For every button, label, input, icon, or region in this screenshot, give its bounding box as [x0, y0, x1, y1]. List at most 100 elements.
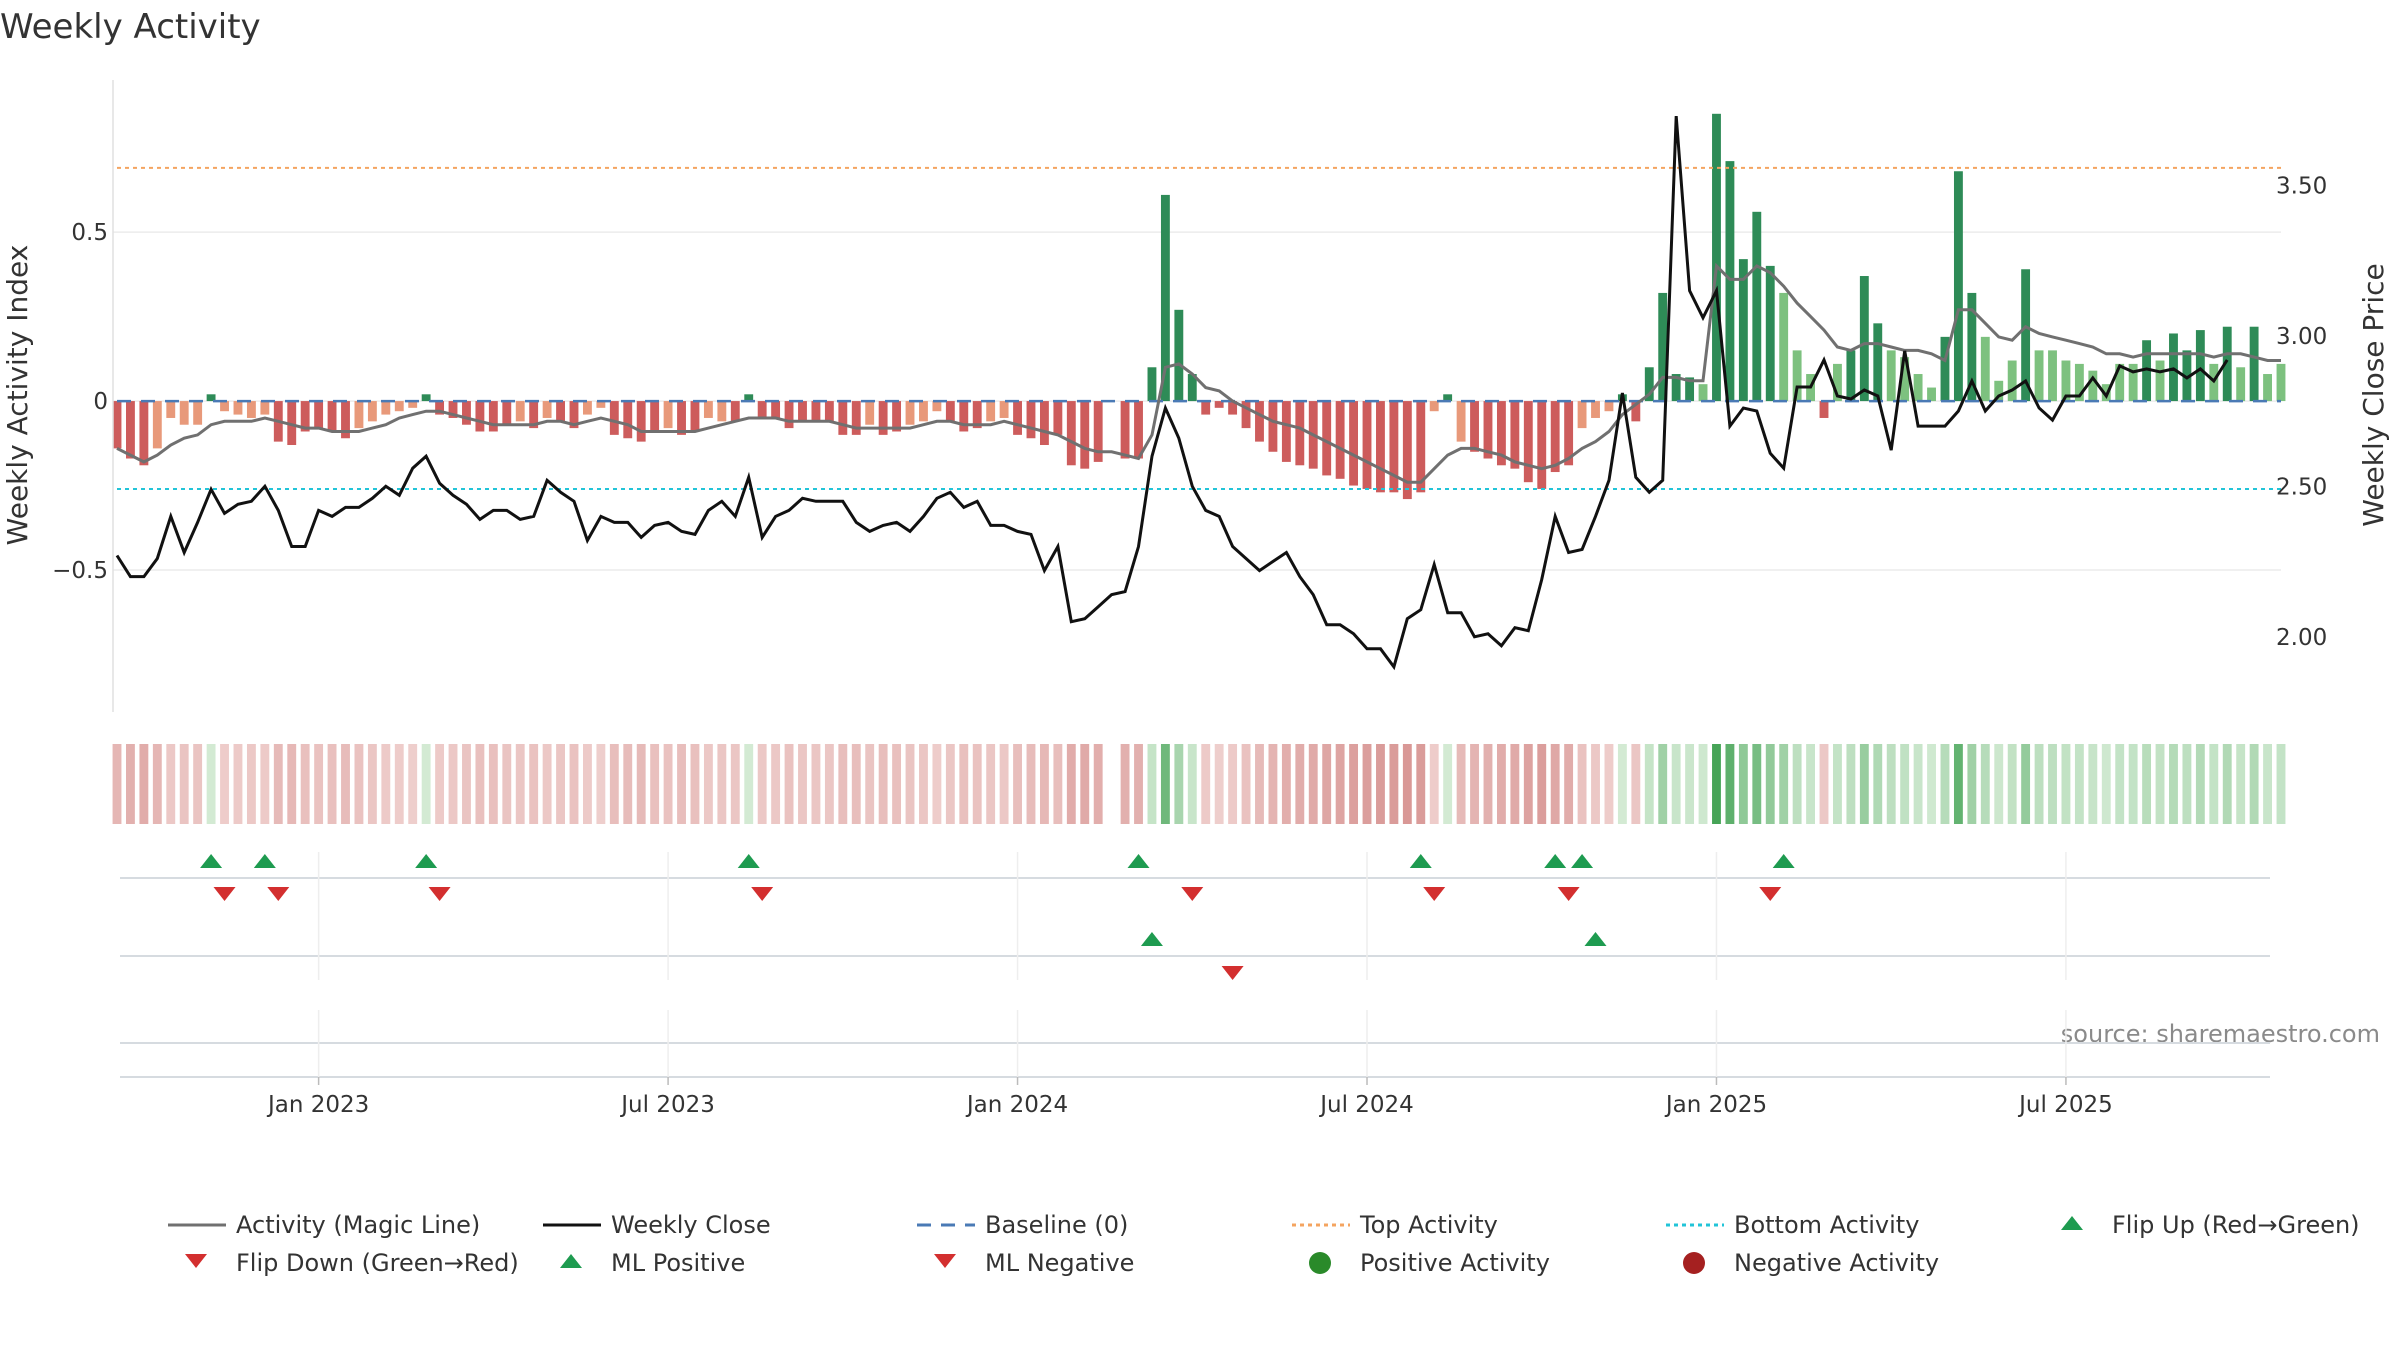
legend-label-10: Negative Activity — [1734, 1249, 1939, 1277]
heat-cell-136 — [1940, 744, 1950, 824]
activity-bar-123 — [1765, 265, 1775, 402]
activity-bar-15 — [314, 401, 324, 429]
heat-cell-23 — [421, 744, 431, 824]
legend-label-2: Baseline (0) — [985, 1211, 1128, 1239]
series-lines — [115, 115, 2281, 671]
heat-cell-40 — [650, 744, 660, 824]
heat-cell-101 — [1470, 744, 1479, 824]
y-right-tick-label-3: 2.00 — [2276, 625, 2327, 651]
activity-bar-116 — [1671, 374, 1681, 402]
y-axis-left-label: Weekly Activity Index — [1, 245, 34, 546]
legend-label-9: Positive Activity — [1360, 1249, 1550, 1277]
heat-cell-39 — [636, 744, 646, 824]
flip-up-marker-4 — [1127, 854, 1150, 868]
legend-label-5: Flip Up (Red→Green) — [2112, 1211, 2360, 1239]
heat-cell-22 — [408, 744, 418, 824]
flip-up-marker-5 — [1409, 854, 1432, 868]
heat-cell-133 — [1900, 744, 1910, 824]
heat-cell-92 — [1349, 744, 1359, 824]
flip-down-marker-2 — [428, 887, 451, 901]
activity-bar-122 — [1752, 211, 1762, 402]
heat-cell-7 — [206, 744, 216, 824]
heat-cell-121 — [1738, 744, 1748, 824]
heat-cell-8 — [220, 744, 229, 824]
x-tick-label-5: Jul 2025 — [2017, 1092, 2113, 1118]
activity-bar-121 — [1738, 259, 1748, 402]
heat-cell-55 — [851, 744, 861, 824]
legend-item-2: Baseline (0) — [917, 1211, 1128, 1239]
legend-label-4: Bottom Activity — [1734, 1211, 1919, 1239]
activity-bar-36 — [596, 401, 606, 408]
activity-bar-139 — [1980, 336, 1990, 402]
heat-cell-58 — [892, 744, 902, 824]
heat-cell-32 — [542, 744, 552, 824]
heat-cell-26 — [462, 744, 471, 824]
activity-bar-34 — [569, 401, 579, 429]
activity-bar-137 — [1953, 171, 1963, 402]
activity-bar-37 — [609, 401, 619, 435]
activity-bar-78 — [1160, 194, 1170, 402]
heat-cell-147 — [2088, 744, 2098, 824]
legend-label-7: ML Positive — [611, 1249, 745, 1277]
activity-bar-75 — [1120, 401, 1130, 459]
activity-bar-159 — [2249, 326, 2259, 402]
activity-bar-132 — [1886, 350, 1896, 402]
activity-bar-144 — [2048, 350, 2057, 402]
activity-bar-92 — [1349, 401, 1359, 486]
activity-bar-3 — [152, 401, 162, 449]
activity-bar-73 — [1093, 401, 1103, 462]
activity-bar-107 — [1550, 401, 1560, 473]
heat-cell-30 — [515, 744, 525, 824]
heat-cell-35 — [582, 744, 592, 824]
heat-cell-86 — [1268, 744, 1278, 824]
ml-negative-marker-0 — [1221, 966, 1244, 980]
heat-cell-148 — [2101, 744, 2111, 824]
heat-cell-18 — [354, 744, 364, 824]
heat-cell-79 — [1174, 744, 1184, 824]
activity-bar-20 — [381, 401, 391, 415]
activity-bar-58 — [892, 401, 902, 432]
activity-bar-46 — [730, 401, 740, 422]
activity-bar-88 — [1295, 401, 1305, 466]
heat-cell-70 — [1053, 744, 1063, 824]
activity-bar-96 — [1402, 401, 1412, 500]
heat-cell-120 — [1725, 744, 1735, 824]
heat-cell-149 — [2115, 744, 2125, 824]
y-axis-right-label: Weekly Close Price — [2357, 263, 2390, 526]
heat-cell-111 — [1604, 744, 1614, 824]
heat-cell-119 — [1712, 744, 1721, 824]
heat-cell-145 — [2061, 744, 2071, 824]
heat-cell-3 — [152, 744, 162, 824]
heat-cell-56 — [865, 744, 875, 824]
heat-cell-59 — [905, 744, 915, 824]
magic-line-series — [116, 262, 2281, 484]
activity-bar-81 — [1201, 401, 1211, 415]
activity-bar-133 — [1900, 357, 1910, 402]
heat-cell-110 — [1591, 744, 1600, 824]
activity-bar-157 — [2222, 326, 2232, 402]
heat-cell-89 — [1308, 744, 1318, 824]
legend-item-10: Negative Activity — [1683, 1249, 1939, 1277]
heat-cell-152 — [2155, 744, 2165, 824]
activity-bar-125 — [1792, 350, 1802, 402]
heat-cell-11 — [260, 744, 270, 824]
activity-bar-130 — [1859, 276, 1869, 402]
activity-bar-31 — [529, 401, 539, 429]
heat-cell-97 — [1416, 744, 1426, 824]
activity-bar-138 — [1967, 292, 1977, 402]
activity-bar-146 — [2074, 363, 2084, 402]
activity-bar-105 — [1523, 401, 1533, 483]
heat-cell-118 — [1698, 744, 1708, 824]
heat-cell-142 — [2021, 744, 2031, 824]
heat-cell-73 — [1093, 744, 1103, 824]
heat-cell-52 — [811, 744, 821, 824]
heat-cell-12 — [273, 744, 283, 824]
activity-bar-24 — [435, 401, 445, 415]
activity-bar-42 — [677, 401, 686, 435]
activity-bar-141 — [2007, 360, 2017, 402]
flip-up-marker-1 — [253, 854, 276, 868]
activity-bar-80 — [1187, 374, 1197, 402]
heat-cell-114 — [1644, 744, 1654, 824]
